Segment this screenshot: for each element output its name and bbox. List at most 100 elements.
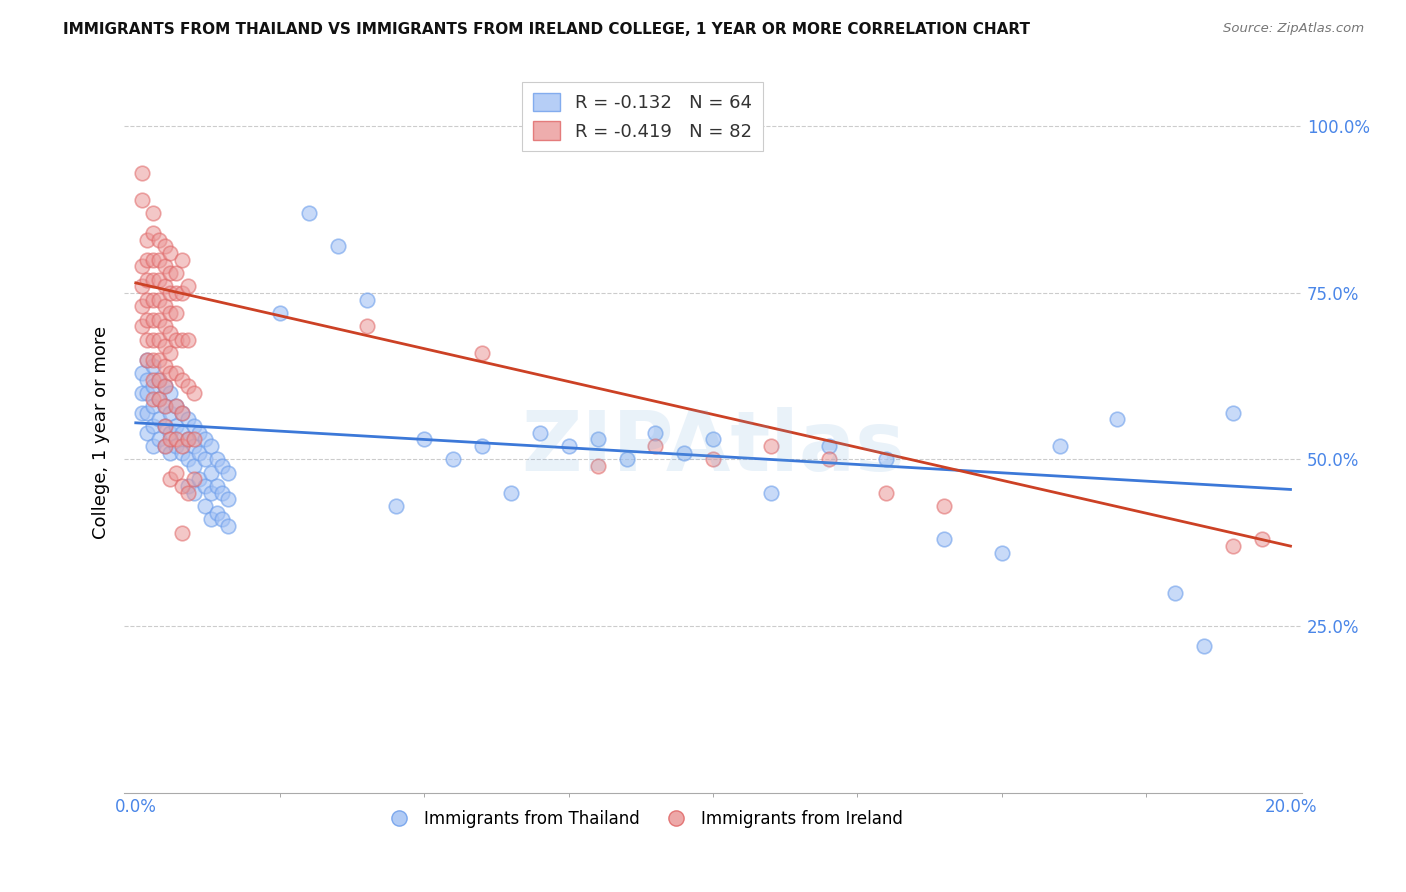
Point bbox=[142, 352, 165, 367]
Point bbox=[170, 333, 193, 347]
Point bbox=[932, 499, 955, 513]
Point bbox=[165, 285, 187, 300]
Point bbox=[644, 439, 666, 453]
Point bbox=[153, 439, 176, 453]
Point bbox=[170, 425, 193, 440]
Point bbox=[205, 479, 228, 493]
Point bbox=[142, 293, 165, 307]
Point bbox=[932, 533, 955, 547]
Point bbox=[183, 473, 205, 487]
Point bbox=[194, 452, 217, 467]
Point bbox=[177, 333, 200, 347]
Point bbox=[159, 406, 181, 420]
Point bbox=[170, 252, 193, 267]
Point bbox=[875, 485, 897, 500]
Point bbox=[194, 499, 217, 513]
Point bbox=[183, 433, 205, 447]
Point bbox=[142, 419, 165, 434]
Point bbox=[131, 259, 153, 273]
Point bbox=[170, 406, 193, 420]
Text: ZIPAtlas: ZIPAtlas bbox=[522, 407, 905, 488]
Point bbox=[159, 385, 181, 400]
Point bbox=[142, 272, 165, 286]
Point bbox=[153, 279, 176, 293]
Point bbox=[1107, 412, 1129, 426]
Point bbox=[217, 519, 239, 533]
Point bbox=[148, 233, 170, 247]
Point bbox=[142, 333, 165, 347]
Point bbox=[136, 233, 159, 247]
Point bbox=[205, 452, 228, 467]
Point bbox=[153, 299, 176, 313]
Point bbox=[1250, 533, 1272, 547]
Point bbox=[165, 439, 187, 453]
Point bbox=[298, 206, 321, 220]
Text: IMMIGRANTS FROM THAILAND VS IMMIGRANTS FROM IRELAND COLLEGE, 1 YEAR OR MORE CORR: IMMIGRANTS FROM THAILAND VS IMMIGRANTS F… bbox=[63, 22, 1031, 37]
Point bbox=[356, 293, 378, 307]
Point bbox=[200, 512, 222, 526]
Point bbox=[159, 326, 181, 340]
Point bbox=[165, 433, 187, 447]
Point bbox=[177, 452, 200, 467]
Point bbox=[159, 346, 181, 360]
Point bbox=[142, 312, 165, 326]
Point bbox=[586, 459, 609, 474]
Point bbox=[1192, 639, 1215, 653]
Point bbox=[165, 306, 187, 320]
Point bbox=[177, 379, 200, 393]
Point bbox=[153, 319, 176, 334]
Point bbox=[170, 406, 193, 420]
Point bbox=[183, 385, 205, 400]
Point bbox=[153, 239, 176, 253]
Point bbox=[441, 452, 464, 467]
Point bbox=[131, 279, 153, 293]
Point bbox=[194, 433, 217, 447]
Point bbox=[131, 193, 153, 207]
Point bbox=[817, 452, 839, 467]
Point bbox=[153, 399, 176, 413]
Point bbox=[217, 492, 239, 507]
Point bbox=[183, 485, 205, 500]
Point bbox=[759, 439, 782, 453]
Point bbox=[136, 333, 159, 347]
Point bbox=[558, 439, 581, 453]
Point bbox=[817, 439, 839, 453]
Point bbox=[183, 419, 205, 434]
Point bbox=[673, 446, 696, 460]
Point bbox=[131, 385, 153, 400]
Point bbox=[153, 259, 176, 273]
Point bbox=[165, 266, 187, 280]
Point bbox=[211, 512, 233, 526]
Point bbox=[136, 372, 159, 386]
Point bbox=[200, 485, 222, 500]
Point bbox=[159, 246, 181, 260]
Point bbox=[159, 285, 181, 300]
Point bbox=[170, 525, 193, 540]
Point bbox=[159, 433, 181, 447]
Legend: Immigrants from Thailand, Immigrants from Ireland: Immigrants from Thailand, Immigrants fro… bbox=[375, 804, 910, 835]
Point bbox=[131, 299, 153, 313]
Point bbox=[159, 446, 181, 460]
Point bbox=[148, 433, 170, 447]
Point bbox=[142, 206, 165, 220]
Point bbox=[159, 473, 181, 487]
Point bbox=[529, 425, 551, 440]
Point bbox=[142, 399, 165, 413]
Point bbox=[356, 319, 378, 334]
Point bbox=[131, 406, 153, 420]
Point bbox=[159, 306, 181, 320]
Point bbox=[165, 399, 187, 413]
Point bbox=[177, 433, 200, 447]
Point bbox=[142, 226, 165, 240]
Point bbox=[205, 506, 228, 520]
Point bbox=[159, 266, 181, 280]
Point bbox=[131, 319, 153, 334]
Point bbox=[1222, 406, 1244, 420]
Point bbox=[159, 366, 181, 380]
Point bbox=[177, 412, 200, 426]
Point bbox=[413, 433, 436, 447]
Point bbox=[148, 312, 170, 326]
Point bbox=[148, 372, 170, 386]
Point bbox=[136, 312, 159, 326]
Point bbox=[153, 439, 176, 453]
